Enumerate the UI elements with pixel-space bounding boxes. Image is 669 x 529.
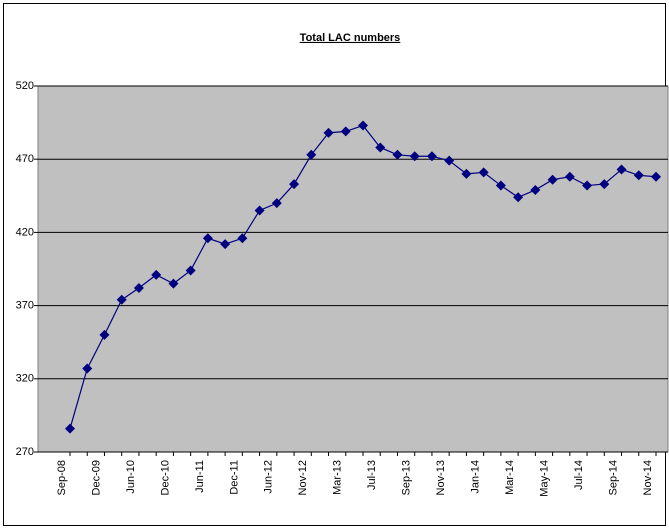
data-point xyxy=(237,233,248,244)
x-tick-label: Jun-12 xyxy=(263,460,275,494)
data-point xyxy=(633,170,644,181)
data-point xyxy=(358,120,368,131)
data-point xyxy=(651,171,661,182)
y-tick-label: 370 xyxy=(16,300,34,312)
data-point xyxy=(444,155,455,166)
y-tick-label: 270 xyxy=(16,446,34,458)
y-tick-label: 320 xyxy=(16,373,34,385)
x-tick-label: Nov-13 xyxy=(435,460,447,495)
x-tick-label: Nov-12 xyxy=(297,460,309,495)
data-point xyxy=(582,180,593,191)
data-point xyxy=(65,423,75,434)
x-tick-label: Sep-14 xyxy=(607,460,619,495)
data-point xyxy=(495,180,506,191)
data-point xyxy=(82,363,93,374)
x-tick-label: Dec-09 xyxy=(90,460,102,495)
data-point xyxy=(168,278,179,289)
data-point xyxy=(306,149,317,160)
data-point xyxy=(599,179,610,190)
data-point xyxy=(547,174,558,185)
data-point xyxy=(426,151,437,162)
data-point xyxy=(375,142,386,153)
data-point xyxy=(340,126,351,137)
x-tick-label: Dec-10 xyxy=(159,460,171,495)
data-point xyxy=(151,269,162,280)
data-point xyxy=(530,184,541,195)
data-point xyxy=(323,127,334,138)
data-point xyxy=(116,294,127,305)
x-tick-label: Jun-10 xyxy=(125,460,137,494)
data-point xyxy=(461,168,472,179)
data-point xyxy=(392,149,403,160)
data-point xyxy=(513,192,524,203)
data-point xyxy=(271,198,282,209)
data-point xyxy=(220,239,231,250)
data-point xyxy=(254,205,265,216)
x-tick-label: Jul-14 xyxy=(573,460,585,490)
x-tick-label: Jun-11 xyxy=(194,460,206,493)
x-tick-label: Mar-13 xyxy=(332,460,344,495)
x-tick-label: Dec-11 xyxy=(228,460,240,495)
x-tick-label: Sep-13 xyxy=(401,460,413,495)
x-tick-label: May-14 xyxy=(538,460,550,497)
x-tick-label: Jan-14 xyxy=(470,460,482,494)
y-tick-label: 520 xyxy=(16,80,34,92)
x-tick-label: Mar-14 xyxy=(504,460,516,495)
data-point xyxy=(133,283,144,294)
data-point xyxy=(99,329,110,340)
data-point xyxy=(564,171,575,182)
data-point xyxy=(185,265,196,276)
data-point xyxy=(202,233,213,244)
chart-title: Total LAC numbers xyxy=(300,32,401,44)
data-point xyxy=(616,164,627,175)
plot-area xyxy=(37,85,669,453)
x-tick-label: Nov-14 xyxy=(642,460,654,495)
y-tick-label: 420 xyxy=(16,226,34,238)
data-point xyxy=(478,167,489,178)
x-tick-label: Jul-13 xyxy=(366,460,378,490)
data-point xyxy=(409,151,420,162)
data-point xyxy=(289,179,300,190)
y-tick-label: 470 xyxy=(16,153,34,165)
x-tick-label: Sep-08 xyxy=(56,460,68,495)
